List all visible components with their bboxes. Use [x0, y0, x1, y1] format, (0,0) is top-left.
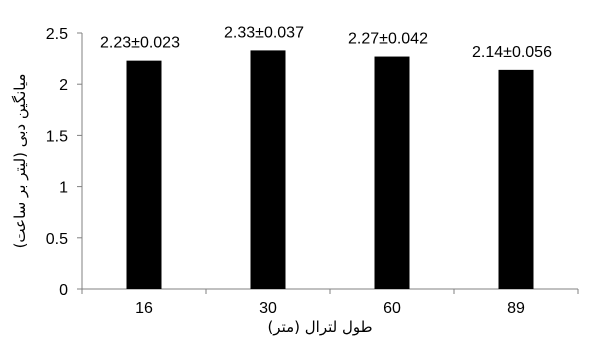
x-axis-title: طول لترال (متر): [267, 318, 372, 336]
bar: [250, 50, 286, 289]
data-label: 2.27±0.042: [348, 31, 428, 48]
y-tick-label: 0.5: [46, 231, 68, 248]
y-axis-ticks: 0 0.5 1 1.5 2 2.5: [46, 26, 82, 299]
y-tick-label: 1: [59, 180, 68, 197]
x-tick-label: 60: [383, 300, 401, 317]
data-label: 2.33±0.037: [224, 24, 304, 41]
bar: [498, 69, 534, 289]
x-axis-ticks: 16 30 60 89: [81, 289, 579, 317]
data-label: 2.23±0.023: [100, 35, 180, 52]
x-tick-label: 16: [135, 300, 153, 317]
y-tick-label: 1.5: [46, 128, 68, 145]
y-tick-label: 0: [59, 282, 68, 299]
data-label: 2.14±0.056: [472, 44, 552, 61]
y-axis-title: میانگین دبی (لیتر بر ساعت): [11, 74, 29, 249]
y-tick-label: 2.5: [46, 26, 68, 43]
x-tick-label: 30: [259, 300, 277, 317]
y-tick-label: 2: [59, 77, 68, 94]
x-tick-label: 89: [507, 300, 525, 317]
bar: [126, 60, 162, 290]
data-labels: 2.23±0.023 2.33±0.037 2.27±0.042 2.14±0.056: [100, 24, 552, 60]
bar: [374, 56, 410, 289]
bars: [126, 50, 534, 290]
